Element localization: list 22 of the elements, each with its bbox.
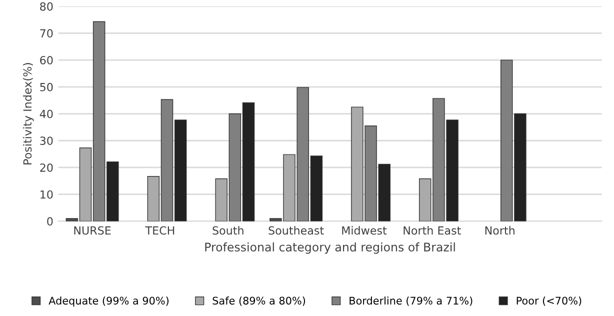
- x-axis-title: Professional category and regions of Brazil: [205, 242, 455, 254]
- x-tick-label: Midwest: [342, 226, 387, 235]
- x-tick-label: South: [212, 226, 244, 235]
- y-tick-label: 0: [47, 217, 53, 226]
- x-tick-label: NURSE: [74, 226, 111, 235]
- y-tick-label: 30: [40, 136, 53, 145]
- y-tick-label: 70: [40, 29, 53, 38]
- x-tick-label: North East: [404, 226, 461, 235]
- legend-label: Adequate (99% a 90%): [48, 296, 169, 307]
- y-tick-label: 10: [40, 190, 53, 199]
- y-tick-label: 20: [40, 163, 53, 172]
- y-tick-label: 60: [40, 56, 53, 64]
- x-tick-label: Southeast: [268, 226, 324, 235]
- legend-label: Borderline (79% a 71%): [350, 296, 472, 306]
- x-tick-label: North: [485, 226, 514, 235]
- y-tick-label: 40: [40, 110, 53, 118]
- legend-label: Poor (<70%): [516, 296, 582, 306]
- y-tick-label: 80: [40, 2, 53, 11]
- legend-label: Safe (89% a 80%): [212, 296, 306, 306]
- y-tick-label: 50: [40, 82, 53, 92]
- y-axis-title: Positivity Index(%): [23, 63, 34, 164]
- x-tick-label: TECH: [145, 226, 174, 235]
